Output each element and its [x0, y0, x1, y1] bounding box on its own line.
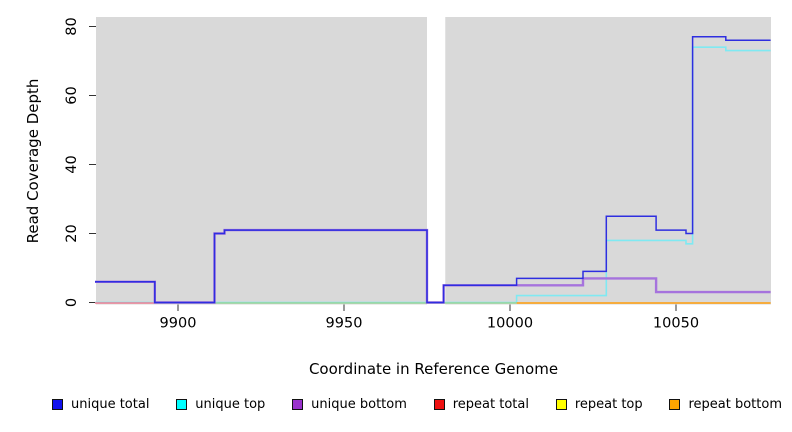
legend-label-repeat-total: repeat total — [452, 397, 529, 412]
legend-swatch-unique-top — [176, 399, 188, 410]
y-tick-label: 80 — [64, 17, 80, 35]
legend-item-repeat-top: repeat top — [555, 397, 643, 412]
legend-label-unique-top: unique top — [195, 397, 266, 412]
y-tick-label: 60 — [64, 86, 80, 104]
legend-label-unique-total: unique total — [71, 397, 150, 412]
legend-item-repeat-bottom: repeat bottom — [669, 397, 782, 412]
legend-label-unique-bottom: unique bottom — [311, 397, 407, 412]
legend-label-repeat-top: repeat top — [574, 397, 643, 412]
legend-swatch-repeat-top — [555, 399, 567, 410]
legend-swatch-unique-total — [52, 399, 63, 410]
x-tick-label: 9900 — [160, 316, 197, 332]
coverage-gap-band — [427, 17, 446, 305]
legend: unique total unique top unique bottom repea… — [0, 397, 792, 412]
y-axis-label: Read Coverage Depth — [24, 78, 42, 244]
y-tick-label: 0 — [64, 298, 80, 307]
legend-item-repeat-total: repeat total — [433, 397, 529, 412]
y-tick-label: 40 — [64, 155, 80, 173]
legend-item-unique-total: unique total — [52, 397, 149, 412]
legend-item-unique-top: unique top — [176, 397, 265, 412]
x-tick-label: 10000 — [487, 316, 533, 332]
legend-label-repeat-bottom: repeat bottom — [688, 397, 782, 412]
legend-item-unique-bottom: unique bottom — [292, 397, 407, 412]
legend-swatch-unique-bottom — [292, 399, 304, 410]
x-tick-label: 9950 — [326, 316, 363, 332]
y-tick-label: 20 — [64, 224, 80, 242]
series-unique-top — [95, 46, 771, 304]
legend-swatch-repeat-total — [433, 399, 445, 410]
x-axis-label: Coordinate in Reference Genome — [308, 360, 559, 378]
x-tick-label: 10050 — [653, 316, 699, 332]
legend-swatch-repeat-bottom — [669, 399, 681, 410]
series-unique-total — [95, 36, 771, 304]
